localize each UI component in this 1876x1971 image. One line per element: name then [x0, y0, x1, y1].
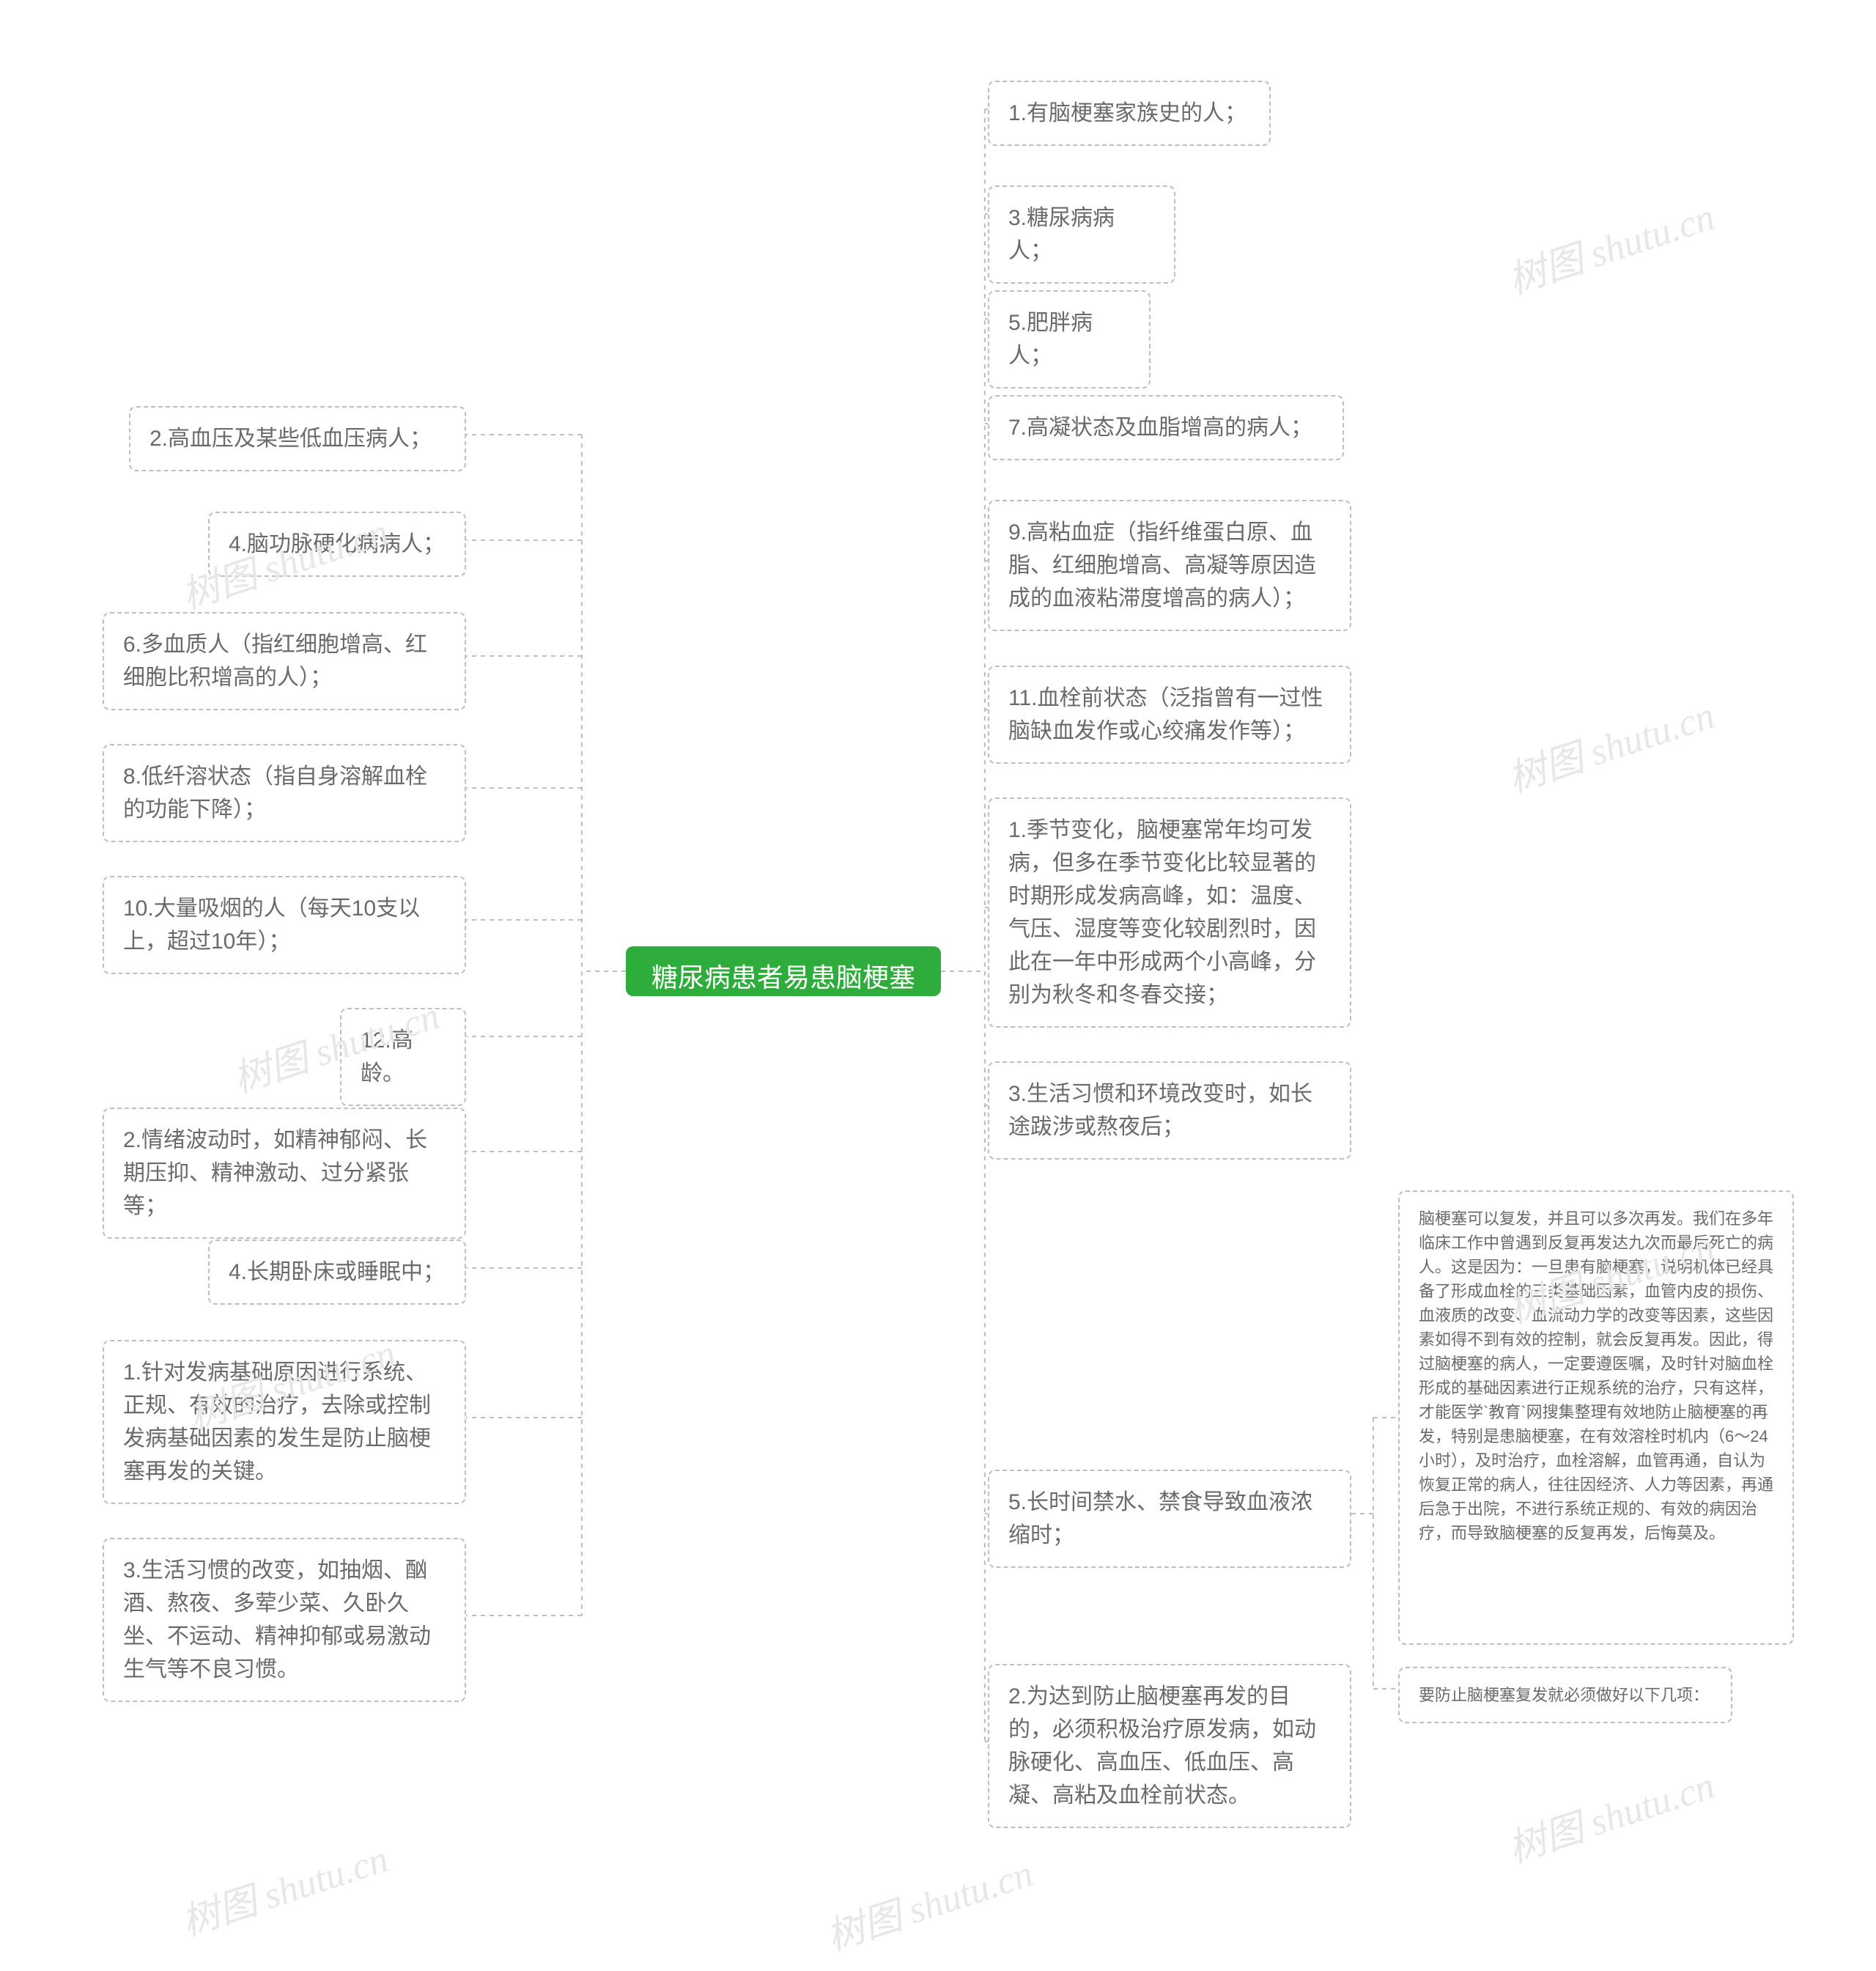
sub-node-1: 脑梗塞可以复发，并且可以多次再发。我们在多年临床工作中曾遇到反复再发达九次而最后… [1398, 1190, 1794, 1645]
left-node-6: 12.高龄。 [340, 1008, 466, 1106]
watermark: 树图 shutu.cn [1500, 685, 1721, 803]
node-text: 1.针对发病基础原因进行系统、正规、有效的治疗，去除或控制发病基础因素的发生是防… [123, 1360, 431, 1484]
node-text: 5.长时间禁水、禁食导致血液浓缩时； [1008, 1490, 1312, 1547]
right-node-7: 1.季节变化，脑梗塞常年均可发病，但多在季节变化比较显著的时期形成发病高峰，如：… [988, 797, 1351, 1028]
left-node-5: 10.大量吸烟的人（每天10支以上，超过10年）； [103, 876, 466, 974]
node-text: 7.高凝状态及血脂增高的病人； [1008, 416, 1312, 440]
right-node-6: 11.血栓前状态（泛指曾有一过性脑缺血发作或心绞痛发作等）； [988, 666, 1351, 764]
center-node: 糖尿病患者易患脑梗塞 [626, 946, 941, 996]
node-text: 2.为达到防止脑梗塞再发的目的，必须积极治疗原发病，如动脉硬化、高血压、低血压、… [1008, 1684, 1316, 1808]
right-node-5: 9.高粘血症（指纤维蛋白原、血脂、红细胞增高、高凝等原因造成的血液粘滞度增高的病… [988, 500, 1351, 631]
sub-node-2: 要防止脑梗塞复发就必须做好以下几项： [1398, 1667, 1732, 1723]
right-node-3: 5.肥胖病人； [988, 290, 1151, 388]
center-text: 糖尿病患者易患脑梗塞 [651, 962, 915, 992]
left-node-8: 4.长期卧床或睡眠中； [208, 1239, 466, 1305]
node-text: 2.情绪波动时，如精神郁闷、长期压抑、精神激动、过分紧张等； [123, 1128, 427, 1218]
node-text: 12.高龄。 [361, 1028, 413, 1086]
watermark: 树图 shutu.cn [1500, 1755, 1721, 1873]
left-node-2: 4.脑功脉硬化病病人； [208, 512, 466, 577]
watermark: 树图 shutu.cn [1500, 186, 1721, 304]
right-node-10: 2.为达到防止脑梗塞再发的目的，必须积极治疗原发病，如动脉硬化、高血压、低血压、… [988, 1664, 1351, 1828]
node-text: 10.大量吸烟的人（每天10支以上，超过10年）； [123, 896, 420, 954]
node-text: 1.有脑梗塞家族史的人； [1008, 101, 1247, 125]
node-text: 3.生活习惯和环境改变时，如长途跋涉或熬夜后； [1008, 1082, 1312, 1139]
node-text: 11.血栓前状态（泛指曾有一过性脑缺血发作或心绞痛发作等）； [1008, 686, 1323, 743]
node-text: 3.糖尿病病人； [1008, 206, 1115, 263]
left-node-10: 3.生活习惯的改变，如抽烟、酗酒、熬夜、多荤少菜、久卧久坐、不运动、精神抑郁或易… [103, 1538, 466, 1702]
node-text: 4.脑功脉硬化病病人； [229, 532, 445, 556]
node-text: 脑梗塞可以复发，并且可以多次再发。我们在多年临床工作中曾遇到反复再发达九次而最后… [1419, 1209, 1773, 1542]
watermark: 树图 shutu.cn [174, 1828, 394, 1946]
right-node-1: 1.有脑梗塞家族史的人； [988, 81, 1271, 146]
node-text: 3.生活习惯的改变，如抽烟、酗酒、熬夜、多荤少菜、久卧久坐、不运动、精神抑郁或易… [123, 1558, 431, 1681]
mindmap-canvas: 糖尿病患者易患脑梗塞 2.高血压及某些低血压病人； 4.脑功脉硬化病病人； 6.… [0, 0, 1876, 1971]
node-text: 5.肥胖病人； [1008, 311, 1093, 368]
left-node-7: 2.情绪波动时，如精神郁闷、长期压抑、精神激动、过分紧张等； [103, 1108, 466, 1239]
left-node-4: 8.低纤溶状态（指自身溶解血栓的功能下降）； [103, 744, 466, 842]
node-text: 9.高粘血症（指纤维蛋白原、血脂、红细胞增高、高凝等原因造成的血液粘滞度增高的病… [1008, 520, 1316, 611]
node-text: 6.多血质人（指红细胞增高、红细胞比积增高的人）； [123, 633, 427, 690]
node-text: 1.季节变化，脑梗塞常年均可发病，但多在季节变化比较显著的时期形成发病高峰，如：… [1008, 818, 1316, 1007]
watermark: 树图 shutu.cn [819, 1843, 1039, 1961]
right-node-4: 7.高凝状态及血脂增高的病人； [988, 395, 1344, 460]
left-node-3: 6.多血质人（指红细胞增高、红细胞比积增高的人）； [103, 612, 466, 710]
node-text: 2.高血压及某些低血压病人； [149, 427, 432, 451]
left-node-1: 2.高血压及某些低血压病人； [129, 406, 466, 471]
left-node-9: 1.针对发病基础原因进行系统、正规、有效的治疗，去除或控制发病基础因素的发生是防… [103, 1340, 466, 1504]
right-node-8: 3.生活习惯和环境改变时，如长途跋涉或熬夜后； [988, 1061, 1351, 1160]
node-text: 8.低纤溶状态（指自身溶解血栓的功能下降）； [123, 765, 427, 822]
right-node-9: 5.长时间禁水、禁食导致血液浓缩时； [988, 1470, 1351, 1568]
right-node-2: 3.糖尿病病人； [988, 185, 1175, 284]
node-text: 要防止脑梗塞复发就必须做好以下几项： [1419, 1686, 1709, 1704]
node-text: 4.长期卧床或睡眠中； [229, 1260, 445, 1284]
